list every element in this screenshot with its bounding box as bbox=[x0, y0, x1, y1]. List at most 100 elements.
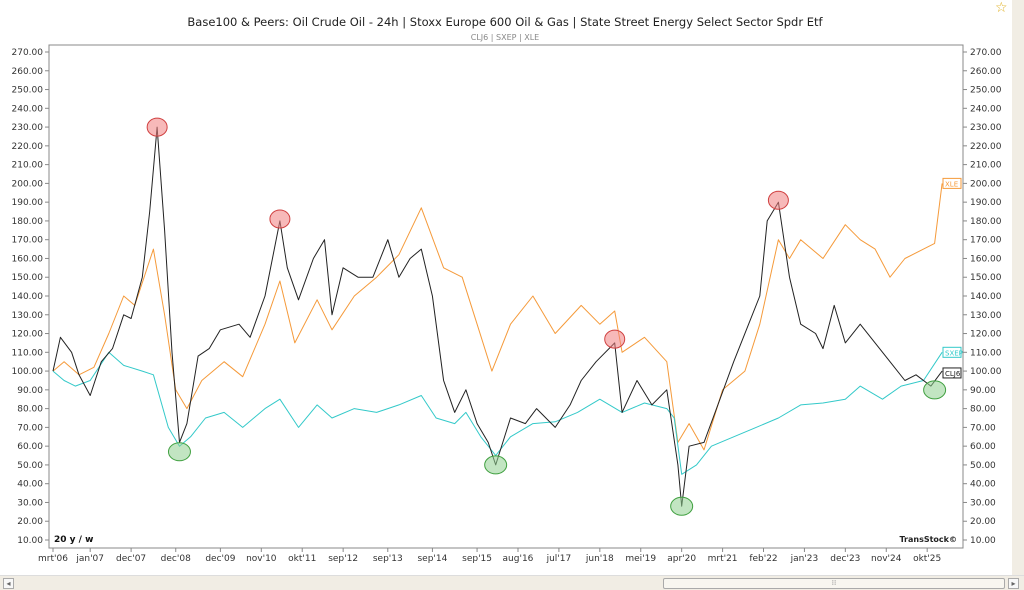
y-tick-label-left: 170.00 bbox=[12, 236, 44, 246]
trough-marker bbox=[167, 442, 191, 462]
y-tick-label-right: 110.00 bbox=[970, 348, 1002, 358]
y-tick-label-right: 70.00 bbox=[970, 423, 996, 433]
y-tick-label-left: 190.00 bbox=[12, 198, 44, 208]
y-tick-label-left: 90.00 bbox=[17, 386, 43, 396]
y-tick-label-left: 30.00 bbox=[17, 498, 43, 508]
y-tick-label-right: 30.00 bbox=[970, 498, 996, 508]
y-tick-label-left: 270.00 bbox=[12, 48, 44, 58]
x-tick-label: feb'22 bbox=[749, 554, 777, 564]
y-tick-label-right: 100.00 bbox=[970, 367, 1002, 377]
y-tick-label-right: 260.00 bbox=[970, 67, 1002, 77]
y-tick-label-right: 270.00 bbox=[970, 48, 1002, 58]
end-label-box bbox=[942, 367, 962, 379]
x-tick-label: jul'17 bbox=[546, 554, 572, 564]
y-tick-label-left: 80.00 bbox=[17, 405, 43, 415]
scroll-thumb[interactable]: ⁞⁞ bbox=[663, 578, 1005, 589]
y-tick-label-right: 240.00 bbox=[970, 104, 1002, 114]
end-label: XLE bbox=[945, 180, 958, 188]
y-tick-label-right: 10.00 bbox=[970, 536, 996, 546]
x-tick-label: jun'18 bbox=[585, 554, 614, 564]
y-tick-label-left: 60.00 bbox=[17, 442, 43, 452]
y-tick-label-left: 70.00 bbox=[17, 423, 43, 433]
y-tick-label-left: 260.00 bbox=[12, 67, 44, 77]
y-tick-label-right: 60.00 bbox=[970, 442, 996, 452]
star-icon[interactable]: ☆ bbox=[995, 0, 1008, 16]
end-label: SXEP bbox=[945, 349, 963, 357]
vertical-scrollbar[interactable] bbox=[1012, 0, 1024, 575]
x-tick-label: sep'14 bbox=[417, 554, 447, 564]
y-tick-label-right: 180.00 bbox=[970, 217, 1002, 227]
x-tick-label: dec'08 bbox=[161, 554, 191, 564]
y-tick-label-left: 10.00 bbox=[17, 536, 43, 546]
y-tick-label-right: 210.00 bbox=[970, 161, 1002, 171]
y-tick-label-right: 200.00 bbox=[970, 179, 1002, 189]
y-tick-label-right: 120.00 bbox=[970, 330, 1002, 340]
series-line-sxep bbox=[52, 351, 943, 475]
y-tick-label-right: 170.00 bbox=[970, 236, 1002, 246]
period-label: 20 y / w bbox=[54, 535, 93, 545]
y-tick-label-right: 160.00 bbox=[970, 254, 1002, 264]
y-tick-label-left: 160.00 bbox=[12, 254, 44, 264]
end-label: CLJ6 bbox=[945, 370, 961, 378]
x-tick-label: jan'07 bbox=[75, 554, 104, 564]
x-tick-label: okt'25 bbox=[913, 554, 941, 564]
plot-area bbox=[48, 44, 964, 549]
chart-subtitle: CLJ6 | SXEP | XLE bbox=[470, 33, 540, 42]
x-tick-label: sep'15 bbox=[462, 554, 492, 564]
y-tick-label-left: 130.00 bbox=[12, 311, 44, 321]
y-tick-label-right: 50.00 bbox=[970, 461, 996, 471]
y-tick-label-right: 20.00 bbox=[970, 517, 996, 527]
x-tick-label: apr'20 bbox=[667, 554, 696, 564]
y-tick-label-left: 120.00 bbox=[12, 330, 44, 340]
horizontal-scrollbar[interactable]: ◂ ⁞⁞ ▸ bbox=[0, 575, 1024, 590]
y-tick-label-left: 180.00 bbox=[12, 217, 44, 227]
peak-marker bbox=[146, 117, 168, 137]
trough-marker bbox=[484, 455, 508, 475]
x-tick-label: mei'19 bbox=[625, 554, 656, 564]
end-label-box bbox=[942, 346, 962, 358]
y-tick-label-left: 210.00 bbox=[12, 161, 44, 171]
y-tick-label-left: 250.00 bbox=[12, 86, 44, 96]
y-tick-label-right: 150.00 bbox=[970, 273, 1002, 283]
x-tick-label: dec'09 bbox=[205, 554, 235, 564]
x-tick-label: dec'23 bbox=[830, 554, 860, 564]
y-tick-label-right: 190.00 bbox=[970, 198, 1002, 208]
scroll-right-button[interactable]: ▸ bbox=[1008, 578, 1019, 589]
y-tick-label-left: 140.00 bbox=[12, 292, 44, 302]
y-tick-label-left: 230.00 bbox=[12, 123, 44, 133]
y-tick-label-right: 90.00 bbox=[970, 386, 996, 396]
y-tick-label-left: 200.00 bbox=[12, 179, 44, 189]
x-tick-label: okt'11 bbox=[288, 554, 316, 564]
x-tick-label: mrt'21 bbox=[708, 554, 738, 564]
watermark: TransStock© bbox=[899, 535, 957, 544]
end-label-box bbox=[942, 177, 962, 189]
y-tick-label-right: 80.00 bbox=[970, 405, 996, 415]
y-tick-label-left: 110.00 bbox=[12, 348, 44, 358]
y-tick-label-left: 240.00 bbox=[12, 104, 44, 114]
y-tick-label-right: 130.00 bbox=[970, 311, 1002, 321]
y-tick-label-left: 50.00 bbox=[17, 461, 43, 471]
series-line-clj6 bbox=[52, 126, 943, 507]
x-tick-label: aug'16 bbox=[503, 554, 534, 564]
y-tick-label-left: 220.00 bbox=[12, 142, 44, 152]
y-tick-label-left: 100.00 bbox=[12, 367, 44, 377]
x-tick-label: dec'07 bbox=[116, 554, 146, 564]
trough-marker bbox=[670, 496, 694, 516]
y-tick-label-right: 140.00 bbox=[970, 292, 1002, 302]
y-tick-label-left: 40.00 bbox=[17, 480, 43, 490]
trough-marker bbox=[923, 380, 947, 400]
peak-marker bbox=[269, 209, 291, 229]
y-tick-label-right: 230.00 bbox=[970, 123, 1002, 133]
y-tick-label-right: 250.00 bbox=[970, 86, 1002, 96]
x-tick-label: jan'23 bbox=[790, 554, 819, 564]
peak-marker bbox=[767, 190, 789, 210]
x-tick-label: sep'12 bbox=[328, 554, 358, 564]
x-tick-label: nov'24 bbox=[871, 554, 902, 564]
peak-marker bbox=[604, 329, 626, 349]
y-tick-label-left: 20.00 bbox=[17, 517, 43, 527]
y-tick-label-right: 220.00 bbox=[970, 142, 1002, 152]
x-tick-label: sep'13 bbox=[373, 554, 403, 564]
chart-title: Base100 & Peers: Oil Crude Oil - 24h | S… bbox=[187, 15, 823, 29]
x-tick-label: nov'10 bbox=[246, 554, 277, 564]
scroll-left-button[interactable]: ◂ bbox=[3, 578, 14, 589]
